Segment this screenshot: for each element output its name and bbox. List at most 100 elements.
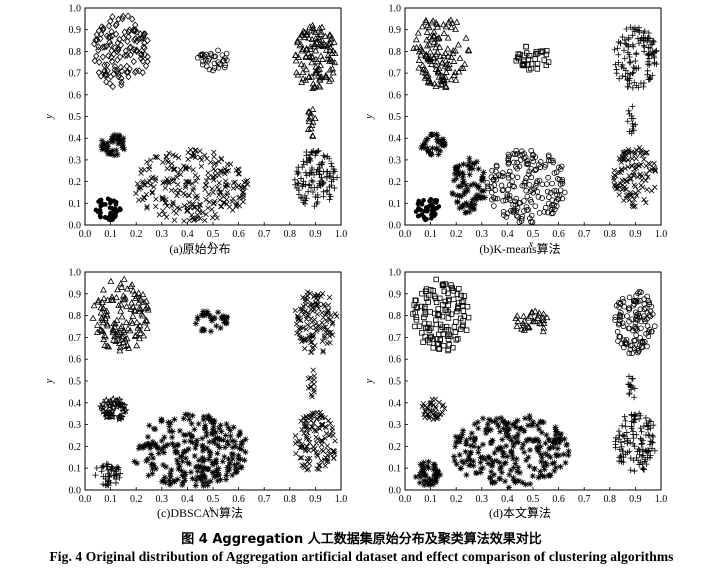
data-point-star: [161, 449, 167, 456]
data-point-cross: [644, 186, 650, 193]
data-point-cross: [209, 214, 216, 221]
data-point-star: [511, 434, 518, 441]
data-point-star: [527, 480, 534, 487]
data-point-star: [430, 466, 437, 473]
data-point-plus: [300, 161, 307, 168]
data-point-cross: [310, 444, 317, 450]
panel-3: 0.00.00.10.10.20.20.30.30.40.40.50.50.60…: [44, 268, 347, 521]
data-point-star: [152, 426, 159, 433]
data-point-triangle: [131, 306, 139, 313]
data-point-star: [473, 158, 480, 165]
data-point-star: [155, 450, 162, 457]
data-point-circle: [529, 187, 535, 193]
data-point-star: [232, 466, 239, 473]
series-star: [449, 155, 488, 216]
data-point-star: [242, 449, 249, 456]
data-point-triangle: [90, 302, 98, 309]
data-point-circle: [526, 168, 533, 175]
x-tick-label: 0.7: [578, 494, 591, 505]
data-point-plus: [320, 152, 327, 159]
data-point-plus: [643, 431, 650, 438]
data-point-circle: [500, 197, 506, 204]
data-point-cross: [163, 214, 170, 220]
y-tick-label: 1.0: [69, 4, 82, 15]
data-point-square: [445, 327, 452, 333]
data-point-plus: [640, 83, 647, 90]
data-point-cross: [166, 178, 172, 185]
data-point-triangle: [303, 46, 311, 53]
x-tick-label: 0.0: [399, 229, 412, 240]
data-point-circle: [509, 173, 515, 179]
data-point-cross: [624, 193, 630, 199]
data-point-star: [207, 328, 214, 335]
data-point-star: [525, 454, 532, 461]
x-tick-label: 0.6: [552, 229, 565, 240]
series-cross: [292, 289, 340, 355]
y-tick-label: 0.9: [389, 25, 402, 36]
data-point-triangle: [426, 54, 434, 61]
x-tick-label: 0.1: [104, 494, 117, 505]
data-point-star: [516, 425, 523, 432]
data-point-star: [451, 453, 458, 460]
data-point-cross: [320, 324, 327, 331]
data-point-plus: [324, 153, 331, 160]
data-point-star: [487, 474, 494, 481]
series-triangle: [291, 21, 339, 91]
data-point-star: [506, 434, 513, 441]
data-point-plus: [612, 438, 619, 445]
data-point-cross: [177, 205, 183, 212]
data-point-cross: [331, 448, 337, 455]
data-point-plus: [647, 418, 654, 425]
data-point-cross: [189, 212, 195, 218]
data-point-circle: [635, 348, 642, 354]
data-point-star: [111, 131, 118, 138]
data-point-star: [471, 160, 478, 167]
data-point-star: [435, 139, 442, 146]
data-point-star: [439, 136, 446, 143]
data-point-diamond: [111, 62, 119, 71]
data-point-circle: [489, 167, 495, 174]
data-point-star: [194, 316, 201, 323]
data-point-triangle: [305, 34, 313, 41]
data-point-star: [452, 167, 459, 174]
data-point-plus: [323, 173, 330, 180]
data-point-triangle: [327, 35, 335, 43]
data-point-triangle: [442, 57, 450, 64]
data-point-plus: [630, 43, 637, 50]
data-point-diamond: [118, 78, 125, 86]
data-point-triangle: [438, 78, 446, 85]
y-tick-label: 0.1: [389, 464, 402, 475]
data-point-cross: [184, 208, 190, 214]
data-point-circle: [519, 151, 526, 158]
data-point-star: [212, 458, 219, 465]
data-point-triangle: [313, 66, 320, 74]
y-axis-label: y: [44, 114, 55, 120]
data-point-triangle: [116, 347, 124, 354]
data-point-diamond: [125, 73, 132, 81]
data-point-cross: [329, 332, 336, 338]
data-point-cross: [322, 324, 329, 330]
data-point-filledcircle: [415, 213, 421, 219]
data-point-triangle: [325, 40, 333, 47]
data-point-cross: [217, 168, 223, 174]
data-point-plus: [321, 153, 328, 160]
y-tick-label: 0.4: [389, 398, 402, 409]
data-point-cross: [315, 453, 321, 459]
data-point-plus: [622, 417, 629, 424]
data-point-star: [136, 442, 143, 449]
data-point-diamond: [95, 46, 102, 54]
data-point-star: [462, 440, 469, 447]
data-point-star: [424, 478, 431, 485]
data-point-square: [464, 304, 471, 310]
data-point-cross: [328, 312, 334, 319]
data-point-cross: [325, 302, 332, 308]
series-diamond: [91, 12, 151, 91]
data-point-plus: [645, 447, 652, 454]
data-point-circle: [511, 159, 517, 166]
data-point-star: [195, 457, 202, 464]
data-point-plus: [614, 45, 621, 52]
data-point-circle: [633, 298, 639, 305]
data-point-star: [557, 463, 564, 470]
data-point-triangle: [435, 69, 442, 76]
data-point-triangle: [112, 293, 120, 301]
